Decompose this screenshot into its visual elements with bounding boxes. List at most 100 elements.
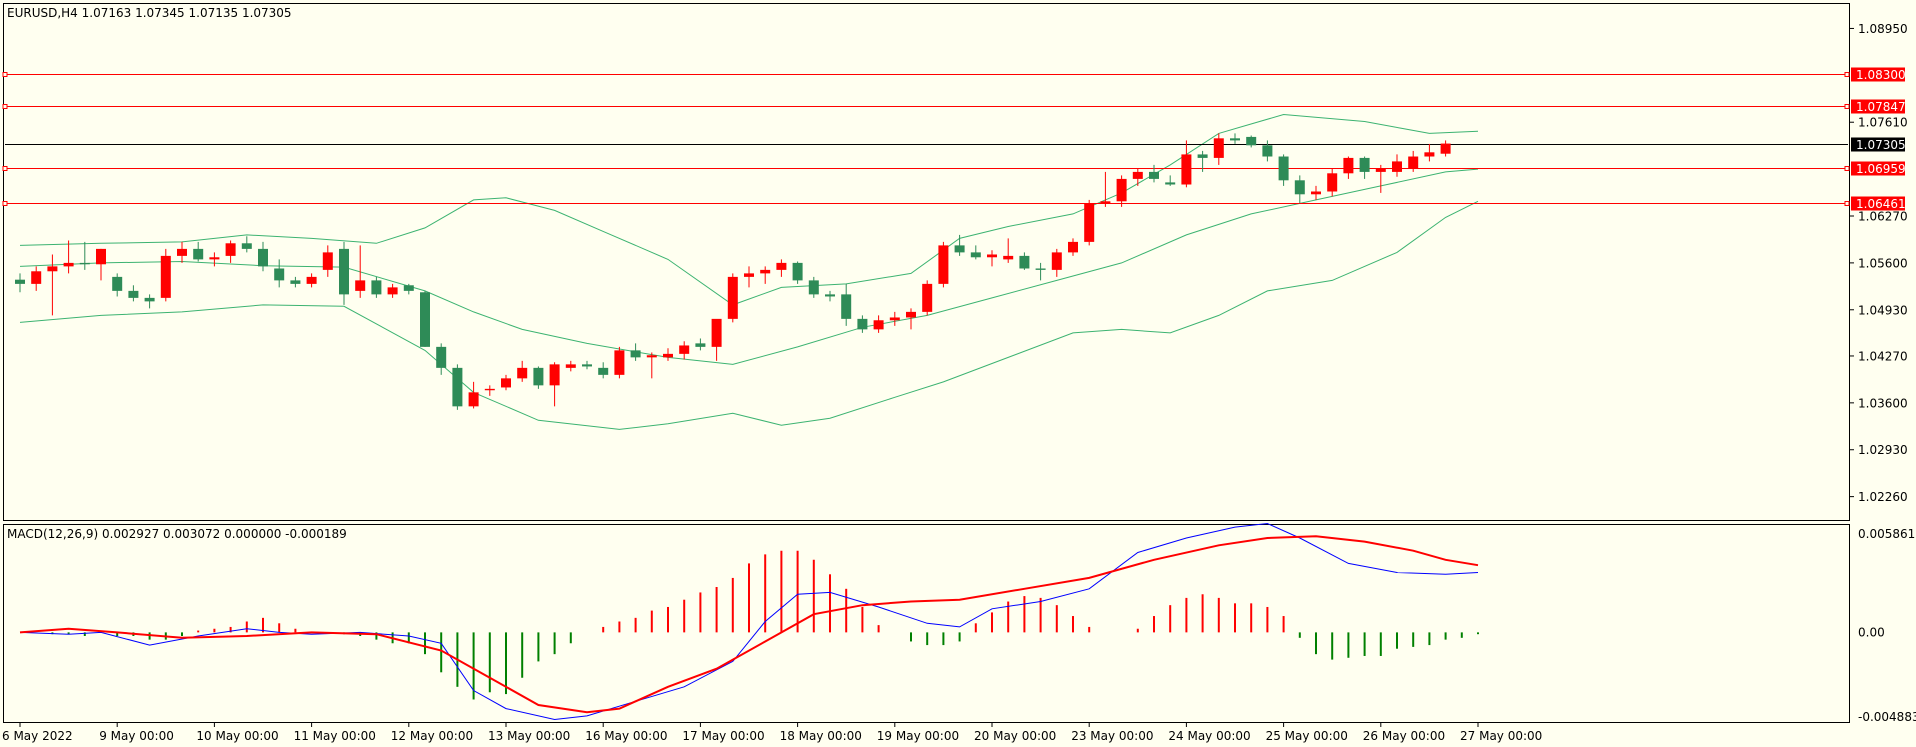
price-tick-label: 1.04270 bbox=[1858, 349, 1908, 363]
bollinger-upper bbox=[19, 113, 1479, 306]
price-tag-label: 1.08300 bbox=[1856, 68, 1906, 82]
price-axis: 1.08300 1.07847 1.07305 1.06959 1.06461 1.089… bbox=[1850, 22, 1908, 504]
price-tick-label: 1.03600 bbox=[1858, 396, 1908, 410]
bull-candle bbox=[1084, 203, 1095, 242]
bear-candle bbox=[128, 290, 139, 298]
bull-candle bbox=[31, 271, 42, 284]
macd-line bbox=[19, 522, 1479, 721]
macd-indicator bbox=[19, 522, 1479, 721]
price-tag-1.06461 bbox=[1851, 196, 1905, 211]
bear-candle bbox=[144, 297, 155, 302]
bear-candle bbox=[1035, 268, 1046, 270]
symbol-info: EURUSD,H4 1.07163 1.07345 1.07135 1.0730… bbox=[7, 6, 292, 20]
bear-candle bbox=[841, 294, 852, 319]
bear-candle bbox=[857, 318, 868, 330]
bull-candle bbox=[1068, 241, 1078, 253]
bear-candle bbox=[630, 350, 641, 358]
bull-candle bbox=[711, 318, 722, 347]
bull-candle bbox=[322, 252, 333, 270]
bull-candle bbox=[468, 392, 479, 407]
macd-axis: 0.005861 0.00 -0.004883 bbox=[1858, 527, 1916, 724]
time-tick-label: 26 May 00:00 bbox=[1363, 729, 1445, 743]
bull-candle bbox=[565, 364, 576, 368]
time-tick-label: 24 May 00:00 bbox=[1168, 729, 1250, 743]
bear-candle bbox=[1262, 145, 1273, 157]
hline-anchor-left bbox=[2, 166, 8, 171]
bull-candle bbox=[1327, 173, 1338, 192]
bull-candle bbox=[209, 257, 220, 260]
bull-candle bbox=[47, 266, 58, 272]
bear-candle bbox=[582, 364, 592, 367]
price-tag-label: 1.06959 bbox=[1856, 162, 1906, 176]
bear-candle bbox=[371, 280, 382, 295]
bull-candle bbox=[1375, 168, 1386, 172]
time-tick-label: 12 May 00:00 bbox=[391, 729, 473, 743]
bull-candle bbox=[1343, 157, 1354, 174]
bear-candle bbox=[241, 243, 252, 249]
bear-candle bbox=[695, 343, 706, 347]
macd-pane[interactable] bbox=[3, 524, 1850, 723]
time-tick-label: 27 May 00:00 bbox=[1460, 729, 1542, 743]
price-tick-label: 1.05600 bbox=[1858, 256, 1908, 270]
time-tick-label: 18 May 00:00 bbox=[780, 729, 862, 743]
time-tick-label: 6 May 2022 bbox=[2, 729, 73, 743]
bull-candle bbox=[1181, 154, 1192, 185]
price-tag-1.08300 bbox=[1851, 67, 1905, 82]
bull-candle bbox=[225, 243, 236, 256]
hline-anchor-left bbox=[2, 104, 8, 109]
bull-candle bbox=[387, 287, 398, 295]
bull-candle bbox=[549, 364, 560, 386]
bear-candle bbox=[290, 280, 301, 284]
bear-candle bbox=[808, 280, 819, 295]
bear-candle bbox=[1246, 136, 1257, 146]
bull-candle bbox=[646, 355, 657, 358]
bear-candle bbox=[436, 346, 447, 368]
bear-candle bbox=[825, 294, 835, 297]
time-tick-label: 13 May 00:00 bbox=[488, 729, 570, 743]
bull-candle bbox=[517, 367, 528, 379]
horizontal-levels bbox=[2, 72, 1850, 206]
bull-candle bbox=[306, 276, 317, 284]
bull-candle bbox=[355, 280, 366, 291]
bear-candle bbox=[452, 367, 463, 407]
bull-candle bbox=[889, 317, 900, 321]
bull-candle bbox=[501, 378, 511, 388]
bear-candle bbox=[15, 279, 25, 284]
bull-candle bbox=[484, 388, 495, 391]
bear-candle bbox=[1149, 171, 1159, 179]
bull-candle bbox=[1116, 178, 1127, 202]
bull-candle bbox=[760, 269, 771, 274]
bull-candle bbox=[160, 255, 171, 298]
price-tick-label: 1.02260 bbox=[1858, 490, 1908, 504]
macd-tick-label: 0.00 bbox=[1858, 625, 1885, 639]
bull-candle bbox=[906, 311, 916, 318]
bull-candle bbox=[1311, 191, 1321, 195]
bear-candle bbox=[193, 248, 204, 260]
bear-candle bbox=[954, 245, 965, 253]
bull-candle bbox=[1440, 143, 1451, 154]
hline-anchor-right bbox=[1844, 104, 1850, 109]
macd-tick-label: 0.005861 bbox=[1858, 527, 1915, 541]
bear-candle bbox=[420, 292, 430, 347]
bull-candle bbox=[727, 276, 738, 319]
price-tag-label: 1.07847 bbox=[1856, 100, 1906, 114]
price-tick-label: 1.06270 bbox=[1858, 209, 1908, 223]
hline-anchor-left bbox=[2, 72, 8, 77]
hline-anchor-left bbox=[2, 201, 8, 206]
hline-anchor-right bbox=[1844, 201, 1850, 206]
bear-candle bbox=[274, 268, 285, 281]
time-tick-label: 16 May 00:00 bbox=[585, 729, 667, 743]
hline-anchor-right bbox=[1844, 166, 1850, 171]
bear-candle bbox=[1197, 154, 1208, 158]
bear-candle bbox=[1278, 156, 1289, 181]
time-tick-label: 17 May 00:00 bbox=[682, 729, 764, 743]
bull-candle bbox=[663, 353, 673, 358]
bull-candle bbox=[1408, 156, 1419, 169]
price-pane[interactable] bbox=[3, 3, 1850, 521]
bull-candle bbox=[922, 283, 933, 312]
bull-candle bbox=[1424, 152, 1435, 157]
time-tick-label: 23 May 00:00 bbox=[1071, 729, 1153, 743]
bull-candle bbox=[614, 350, 625, 375]
